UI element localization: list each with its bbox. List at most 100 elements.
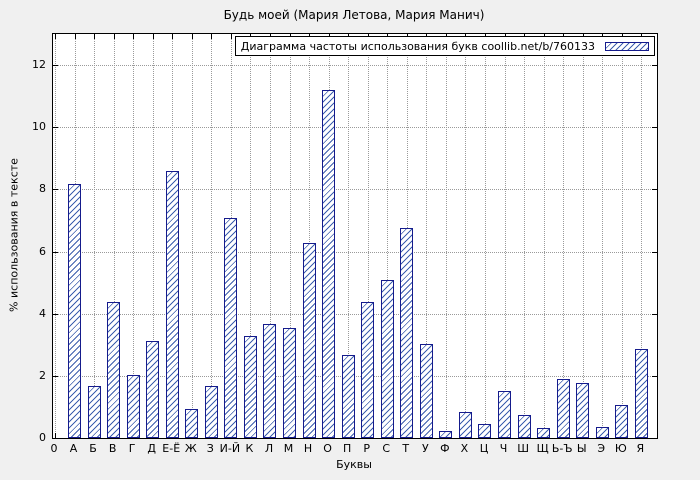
bar xyxy=(518,415,531,438)
x-tick-label: Д xyxy=(147,442,156,455)
y-tick-label: 4 xyxy=(39,306,46,320)
x-tick-label: Ц xyxy=(479,442,489,455)
tick-mark xyxy=(113,34,115,39)
bar xyxy=(107,302,120,438)
tick-mark xyxy=(211,34,213,39)
bar xyxy=(361,302,374,438)
bar xyxy=(342,355,355,438)
gridline-h xyxy=(53,313,657,315)
y-tick-label: 2 xyxy=(39,368,46,382)
bar xyxy=(185,409,198,438)
bar xyxy=(576,383,589,438)
gridline-h xyxy=(53,251,657,253)
x-tick-label: М xyxy=(283,442,294,455)
x-tick-label: Б xyxy=(89,442,97,455)
legend-swatch-icon xyxy=(605,41,649,51)
gridline-v xyxy=(621,34,623,438)
x-tick-label: Ю xyxy=(614,442,627,455)
x-tick-label: Ж xyxy=(184,442,197,455)
tick-mark xyxy=(53,375,58,377)
gridline-v xyxy=(113,34,115,438)
y-tick-label: 8 xyxy=(39,182,46,196)
gridline-v xyxy=(641,34,643,438)
bar xyxy=(283,328,296,438)
x-tick-label: К xyxy=(245,442,254,455)
gridline-h xyxy=(53,127,657,129)
gridline-v xyxy=(367,34,369,438)
bar xyxy=(459,412,472,438)
x-tick-label: З xyxy=(206,442,214,455)
gridline-v xyxy=(348,34,350,438)
bar xyxy=(146,341,159,438)
bar xyxy=(224,218,237,438)
y-tick-label: 10 xyxy=(32,120,46,134)
gridline-v xyxy=(484,34,486,438)
gridline-h xyxy=(53,65,657,67)
gridline-h xyxy=(53,189,657,191)
bar xyxy=(322,90,335,438)
bar xyxy=(478,424,491,438)
tick-mark xyxy=(172,34,174,39)
tick-mark xyxy=(54,34,56,39)
tick-mark xyxy=(54,433,56,438)
bar xyxy=(439,431,452,438)
gridline-v xyxy=(426,34,428,438)
gridline-v xyxy=(445,34,447,438)
bar xyxy=(127,375,140,438)
x-tick-label: Н xyxy=(303,442,313,455)
bar xyxy=(381,280,394,438)
bar xyxy=(303,243,316,438)
tick-mark xyxy=(53,438,58,439)
x-tick-label: Щ xyxy=(536,442,549,455)
bar xyxy=(498,391,511,438)
x-tick-label: Л xyxy=(264,442,274,455)
gridline-v xyxy=(191,34,193,438)
tick-mark xyxy=(230,34,232,39)
gridline-v xyxy=(211,34,213,438)
bar xyxy=(166,171,179,438)
x-tick-label: Я xyxy=(636,442,645,455)
bar xyxy=(88,386,101,438)
y-tick-label: 12 xyxy=(32,58,46,72)
gridline-v xyxy=(504,34,506,438)
tick-mark xyxy=(652,65,657,67)
tick-mark xyxy=(53,65,58,67)
gridline-v xyxy=(524,34,526,438)
x-tick-label: Э xyxy=(597,442,606,455)
bar xyxy=(205,386,218,438)
x-tick-label: Ш xyxy=(517,442,529,455)
x-tick-label: Ч xyxy=(499,442,508,455)
y-axis-label: % использования в тексте xyxy=(7,158,21,312)
x-tick-label: У xyxy=(421,442,429,455)
x-tick-label: Е-Ё xyxy=(162,442,181,455)
x-tick-label: Х xyxy=(460,442,469,455)
x-tick-label: С xyxy=(382,442,391,455)
tick-mark xyxy=(652,189,657,191)
tick-mark xyxy=(652,438,657,439)
gridline-v xyxy=(289,34,291,438)
gridline-h xyxy=(53,375,657,377)
y-tick-label: 6 xyxy=(39,244,46,258)
bar xyxy=(244,336,257,438)
gridline-v xyxy=(133,34,135,438)
gridline-v xyxy=(582,34,584,438)
gridline-v xyxy=(543,34,545,438)
bar xyxy=(68,184,81,438)
gridline-v xyxy=(94,34,96,438)
gridline-v xyxy=(602,34,604,438)
x-tick-label: Р xyxy=(363,442,371,455)
bar xyxy=(635,349,648,438)
gridline-v xyxy=(387,34,389,438)
x-tick-label: И-Й xyxy=(219,442,241,455)
gridline-v xyxy=(54,34,56,438)
x-tick-label: Ь-Ъ xyxy=(551,442,573,455)
plot-area: Диаграмма частоты использования букв coo… xyxy=(52,33,658,439)
bar xyxy=(537,428,550,438)
tick-mark xyxy=(652,127,657,129)
x-axis-label: Буквы xyxy=(336,458,372,471)
bar xyxy=(263,324,276,438)
bar xyxy=(596,427,609,438)
bar xyxy=(400,228,413,438)
x-tick-label: Ф xyxy=(440,442,450,455)
tick-mark xyxy=(133,34,135,39)
